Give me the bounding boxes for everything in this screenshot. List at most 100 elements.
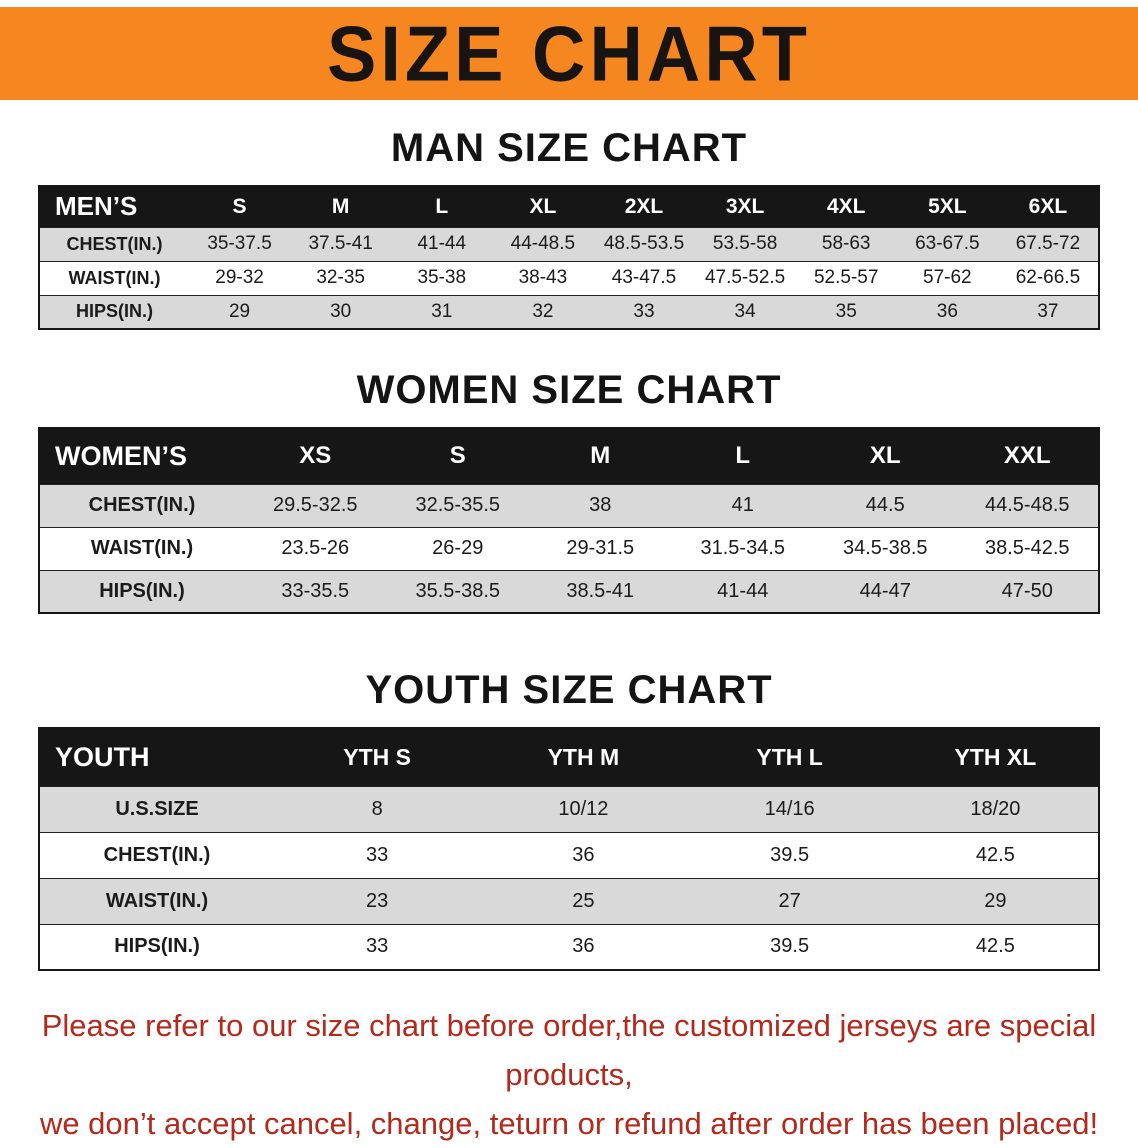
value-cell: 23.5-26 (281, 537, 350, 559)
value-cell: 26-29 (432, 537, 484, 559)
table-header-row: WOMEN’S XS S M L XL XXL (39, 428, 1099, 484)
size-header-cell: YTH S (274, 728, 481, 786)
size-header-cell: YTH XL (892, 728, 1099, 786)
row-label-cell: HIPS(IN.) (99, 579, 185, 602)
table-row: CHEST(IN.) 29.5-32.5 32.5-35.5 38 41 44.5 44.5… (39, 484, 1099, 527)
value-cell: 33 (366, 935, 389, 958)
value-cell: 29-32 (215, 267, 264, 288)
value-cell: 47.5-52.5 (704, 267, 786, 288)
women-section-heading: WOMEN SIZE CHART (356, 368, 782, 412)
value-cell: 41 (731, 494, 754, 516)
row-label-cell: HIPS(IN.) (114, 935, 200, 958)
value-cell: 32-35 (316, 267, 365, 288)
value-cell: 38 (589, 494, 612, 516)
value-cell: 32 (532, 300, 554, 322)
size-header-cell: L (671, 428, 814, 484)
value-cell: 44-47 (859, 579, 911, 602)
value-cell: 41-44 (417, 233, 467, 254)
table-row: WAIST(IN.) 23 25 27 29 (39, 878, 1099, 924)
women-size-table: WOMEN’S XS S M L XL XXL CHEST(IN.) 29.5-32.5 32.5… (38, 427, 1100, 614)
men-section: MAN SIZE CHART MEN’S S M L XL 2XL 3XL 4XL 5XL 6XL… (0, 124, 1138, 330)
value-cell: 47-50 (1001, 579, 1053, 602)
value-cell: 67.5-72 (1015, 233, 1081, 254)
disclaimer: Please refer to our size chart before or… (0, 1001, 1138, 1148)
value-cell: 39.5 (770, 935, 810, 958)
table-row: CHEST(IN.) 35-37.5 37.5-41 41-44 44-48.5 48.5… (39, 227, 1099, 261)
size-header-cell: 5XL (896, 186, 998, 227)
value-cell: 58-63 (821, 233, 871, 254)
value-cell: 34.5-38.5 (842, 537, 928, 559)
value-cell: 41-44 (717, 579, 769, 602)
value-cell: 36 (572, 843, 595, 866)
row-label-cell: WAIST(IN.) (90, 537, 194, 559)
size-chart-page: SIZE CHART MAN SIZE CHART MEN’S S M L XL 2XL 3… (0, 7, 1138, 1141)
size-header-cell: XL (492, 186, 594, 227)
value-cell: 31 (431, 300, 453, 322)
value-cell: 36 (936, 300, 958, 322)
value-cell: 57-62 (923, 267, 972, 288)
size-header-cell: S (189, 186, 291, 227)
row-label-cell: CHEST(IN.) (66, 233, 163, 254)
value-cell: 38.5-41 (566, 579, 635, 602)
value-cell: 42.5 (975, 843, 1015, 866)
value-cell: 42.5 (975, 935, 1015, 958)
table-row: HIPS(IN.) 33 36 39.5 42.5 (39, 924, 1099, 970)
size-header-cell: 3XL (694, 186, 796, 227)
size-header-cell: XS (244, 428, 387, 484)
value-cell: 35 (835, 300, 857, 322)
size-header-cell: M (529, 428, 672, 484)
value-cell: 10/12 (558, 797, 609, 820)
value-cell: 29 (984, 889, 1007, 912)
men-size-table: MEN’S S M L XL 2XL 3XL 4XL 5XL 6XL CHEST(IN.) 35-37… (38, 185, 1100, 330)
value-cell: 48.5-53.5 (603, 233, 685, 254)
value-cell: 39.5 (770, 843, 810, 866)
value-cell: 35-38 (417, 267, 467, 288)
value-cell: 23 (366, 889, 389, 912)
table-row: HIPS(IN.) 33-35.5 35.5-38.5 38.5-41 41-44 44-… (39, 570, 1099, 613)
value-cell: 35-37.5 (207, 233, 272, 254)
size-header-cell: 6XL (997, 186, 1099, 227)
value-cell: 33 (633, 300, 655, 322)
row-label-cell: U.S.SIZE (115, 797, 199, 820)
disclaimer-line-1: Please refer to our size chart before or… (41, 1008, 1097, 1092)
size-header-cell: S (386, 428, 529, 484)
size-header-cell: 2XL (593, 186, 695, 227)
row-label-cell: CHEST(IN.) (88, 494, 196, 516)
value-cell: 18/20 (970, 797, 1021, 820)
value-cell: 53.5-58 (712, 233, 778, 254)
size-header-cell: XXL (956, 428, 1099, 484)
value-cell: 8 (371, 797, 383, 820)
value-cell: 62-66.5 (1015, 267, 1081, 288)
size-header-cell: L (391, 186, 493, 227)
table-title-cell: YOUTH (39, 728, 274, 786)
value-cell: 38-43 (518, 267, 568, 288)
value-cell: 44.5-48.5 (984, 494, 1070, 516)
youth-section-heading: YOUTH SIZE CHART (365, 668, 773, 712)
table-title-cell: WOMEN’S (39, 428, 244, 484)
size-header-cell: YTH M (480, 728, 687, 786)
value-cell: 35.5-38.5 (415, 579, 500, 602)
row-label-cell: WAIST(IN.) (68, 267, 161, 288)
value-cell: 63-67.5 (915, 233, 980, 254)
value-cell: 29.5-32.5 (272, 494, 358, 516)
value-cell: 37.5-41 (308, 233, 373, 254)
row-label-cell: WAIST(IN.) (105, 889, 209, 912)
size-header-cell: XL (814, 428, 957, 484)
value-cell: 14/16 (764, 797, 815, 820)
table-header-row: YOUTH YTH S YTH M YTH L YTH XL (39, 728, 1099, 786)
size-header-cell: M (290, 186, 392, 227)
value-cell: 33 (366, 843, 389, 866)
disclaimer-line-2: we don’t accept cancel, change, teturn o… (39, 1106, 1099, 1141)
value-cell: 37 (1037, 300, 1059, 322)
value-cell: 31.5-34.5 (700, 537, 785, 559)
table-row: U.S.SIZE 8 10/12 14/16 18/20 (39, 786, 1099, 832)
table-row: HIPS(IN.) 29 30 31 32 33 34 35 36 37 (39, 295, 1099, 329)
value-cell: 29-31.5 (566, 537, 635, 559)
value-cell: 32.5-35.5 (415, 494, 500, 516)
table-row: WAIST(IN.) 29-32 32-35 35-38 38-43 43-47.5 47.… (39, 261, 1099, 295)
table-row: CHEST(IN.) 33 36 39.5 42.5 (39, 832, 1099, 878)
value-cell: 30 (330, 300, 352, 322)
value-cell: 34 (734, 300, 756, 322)
table-row: WAIST(IN.) 23.5-26 26-29 29-31.5 31.5-34.5 34… (39, 527, 1099, 570)
value-cell: 25 (572, 889, 595, 912)
